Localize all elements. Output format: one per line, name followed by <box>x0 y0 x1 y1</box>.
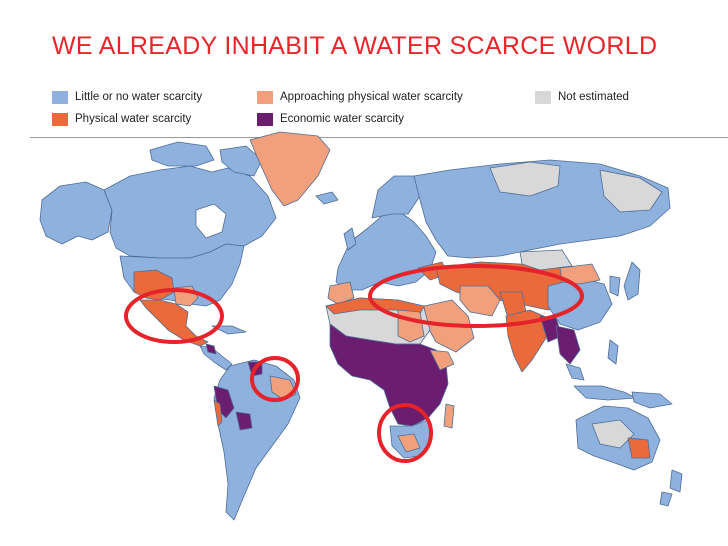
legend-item-little: Little or no water scarcity <box>52 89 202 105</box>
region-korea <box>609 275 621 297</box>
region-new-zealand <box>669 469 683 493</box>
legend-label-not-estimated: Not estimated <box>558 91 629 103</box>
region-far-east <box>599 169 663 213</box>
region-siberia-north <box>489 161 561 197</box>
legend-swatch-physical <box>52 112 68 126</box>
region-egypt <box>397 309 425 343</box>
region-uk <box>343 227 357 251</box>
region-central-america <box>199 345 233 371</box>
hudson-bay <box>195 203 227 239</box>
region-australia-interior <box>591 419 635 449</box>
region-malaysia <box>565 363 585 381</box>
legend-item-economic: Economic water scarcity <box>257 111 404 127</box>
legend-label-approaching: Approaching physical water scarcity <box>280 91 463 103</box>
region-mexico <box>139 299 209 347</box>
highlight-circle-southern-africa <box>377 403 433 463</box>
highlight-circle-ne-brazil <box>250 356 300 402</box>
region-iceland <box>315 191 339 205</box>
region-cuba <box>211 325 247 335</box>
highlight-circle-mexico-us <box>124 288 224 344</box>
region-peru-coast <box>213 399 223 427</box>
legend-item-approaching: Approaching physical water scarcity <box>257 89 463 105</box>
highlight-circle-middle-east-asia <box>368 264 584 328</box>
region-canada <box>103 165 277 259</box>
region-madagascar <box>443 403 455 429</box>
legend-label-economic: Economic water scarcity <box>280 113 404 125</box>
legend-swatch-approaching <box>257 90 273 104</box>
region-alaska <box>39 181 113 245</box>
region-mongolia <box>519 249 573 271</box>
region-greenland <box>249 131 331 207</box>
region-arctic-islands <box>149 141 215 167</box>
legend-label-physical: Physical water scarcity <box>75 113 192 125</box>
region-bolivia <box>235 411 253 431</box>
region-indochina <box>555 325 581 365</box>
legend-item-not-estimated: Not estimated <box>535 89 629 105</box>
region-murray-darling <box>627 437 651 459</box>
region-indonesia <box>573 385 637 401</box>
region-horn <box>429 349 455 371</box>
region-south-africa <box>397 433 421 453</box>
region-new-zealand-south <box>659 491 673 507</box>
legend-swatch-not-estimated <box>535 90 551 104</box>
region-iran <box>459 285 501 317</box>
legend-label-little: Little or no water scarcity <box>75 91 203 103</box>
region-guatemala <box>205 343 217 355</box>
region-philippines <box>607 339 619 365</box>
legend-swatch-economic <box>257 112 273 126</box>
legend-item-physical: Physical water scarcity <box>52 111 191 127</box>
region-japan <box>623 261 641 301</box>
legend-swatch-little <box>52 90 68 104</box>
region-baffin <box>219 145 263 177</box>
slide-title: WE ALREADY INHABIT A WATER SCARCE WORLD <box>52 32 658 60</box>
region-scandinavia <box>371 175 421 219</box>
region-new-guinea <box>631 391 673 409</box>
legend-divider <box>30 137 728 138</box>
